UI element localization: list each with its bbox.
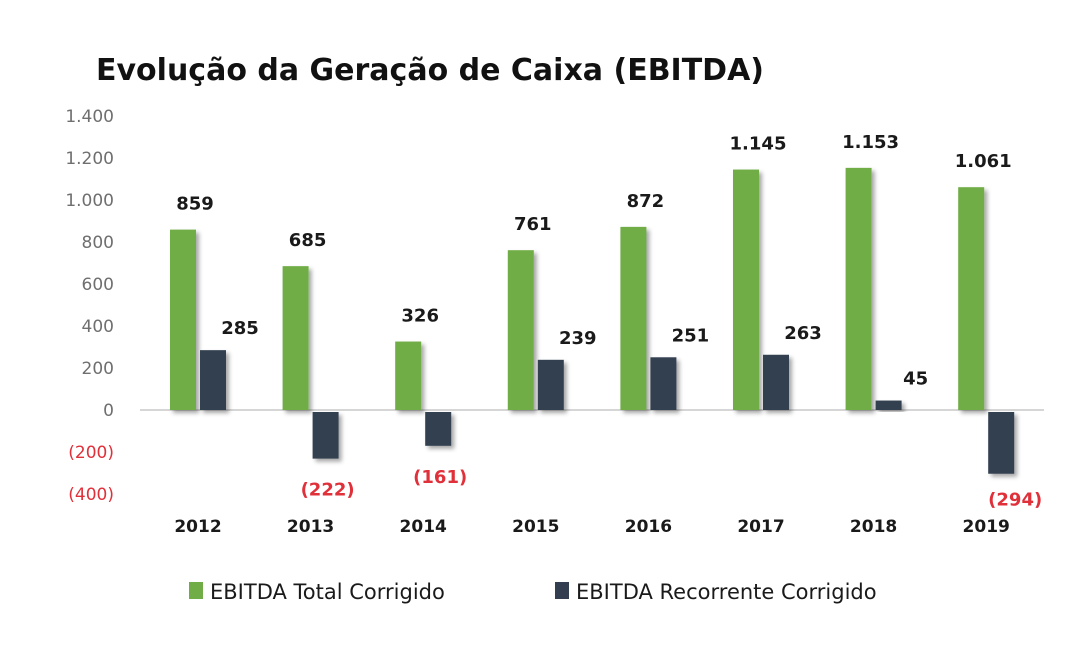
data-label: (161) [413,467,467,488]
bar-ebitda-recorrente [763,354,789,410]
data-label: 263 [784,323,822,344]
y-tick-label: 0 [103,401,114,421]
bar-ebitda-total [845,167,872,410]
data-label: 285 [221,318,259,339]
data-label: 326 [401,306,439,327]
bar-ebitda-total [170,229,196,410]
x-tick-label: 2014 [400,517,447,537]
x-tick-label: 2013 [287,517,334,537]
data-labels: 859 285 685 (222) 326 (161) 761 239 872 251 1.145 2… [176,132,1042,511]
data-label: 251 [672,325,710,346]
y-tick-label: 1.200 [65,149,114,169]
y-tick-label: 200 [82,359,114,379]
y-tick-label: (400) [68,485,114,505]
bar-ebitda-recorrente [200,350,226,410]
data-label: 1.061 [955,151,1012,172]
legend-label-ebitda-recorrente: EBITDA Recorrente Corrigido [576,580,877,604]
data-label: 1.153 [842,132,899,153]
x-tick-label: 2012 [174,517,221,537]
bar-ebitda-recorrente [537,359,564,410]
bar-ebitda-total [282,266,309,410]
bar-ebitda-total [395,341,422,410]
data-label: (222) [301,480,355,501]
y-tick-label: 400 [82,317,114,337]
data-label: 859 [176,194,214,215]
data-label: 1.145 [730,134,787,155]
y-tick-label: 800 [82,233,114,253]
data-label: 45 [903,369,928,390]
bars [170,167,1015,474]
y-tick-label: (200) [68,443,114,463]
bar-ebitda-recorrente [988,412,1015,474]
data-label: 685 [289,230,327,251]
bar-ebitda-recorrente [650,357,677,410]
bar-ebitda-total [733,169,759,410]
x-tick-label: 2017 [737,517,784,537]
legend-swatch-ebitda-total [189,582,203,599]
chart-title: Evolução da Geração de Caixa (EBITDA) [96,53,764,88]
y-axis: 1.400 1.200 1.000 800 600 400 200 0 (200) (400) [65,107,114,505]
bar-ebitda-total [507,250,534,410]
y-tick-label: 1.000 [65,191,114,211]
data-label: (294) [988,490,1042,511]
x-tick-label: 2019 [963,517,1010,537]
data-label: 239 [559,328,597,349]
legend-swatch-ebitda-recorrente [555,582,569,599]
bar-ebitda-recorrente [425,412,452,446]
data-label: 872 [627,191,665,212]
y-tick-label: 600 [82,275,114,295]
bar-ebitda-recorrente [312,412,339,459]
x-tick-label: 2018 [850,517,897,537]
x-axis: 2012 2013 2014 2015 2016 2017 2018 2019 [174,517,1010,537]
x-tick-label: 2016 [625,517,672,537]
data-label: 761 [514,214,552,235]
x-tick-label: 2015 [512,517,559,537]
y-tick-label: 1.400 [65,107,114,127]
bar-ebitda-recorrente [875,400,902,410]
legend: EBITDA Total Corrigido EBITDA Recorrente… [189,580,877,604]
bar-ebitda-total [620,226,647,410]
bar-ebitda-total [958,187,985,410]
legend-label-ebitda-total: EBITDA Total Corrigido [210,580,445,604]
